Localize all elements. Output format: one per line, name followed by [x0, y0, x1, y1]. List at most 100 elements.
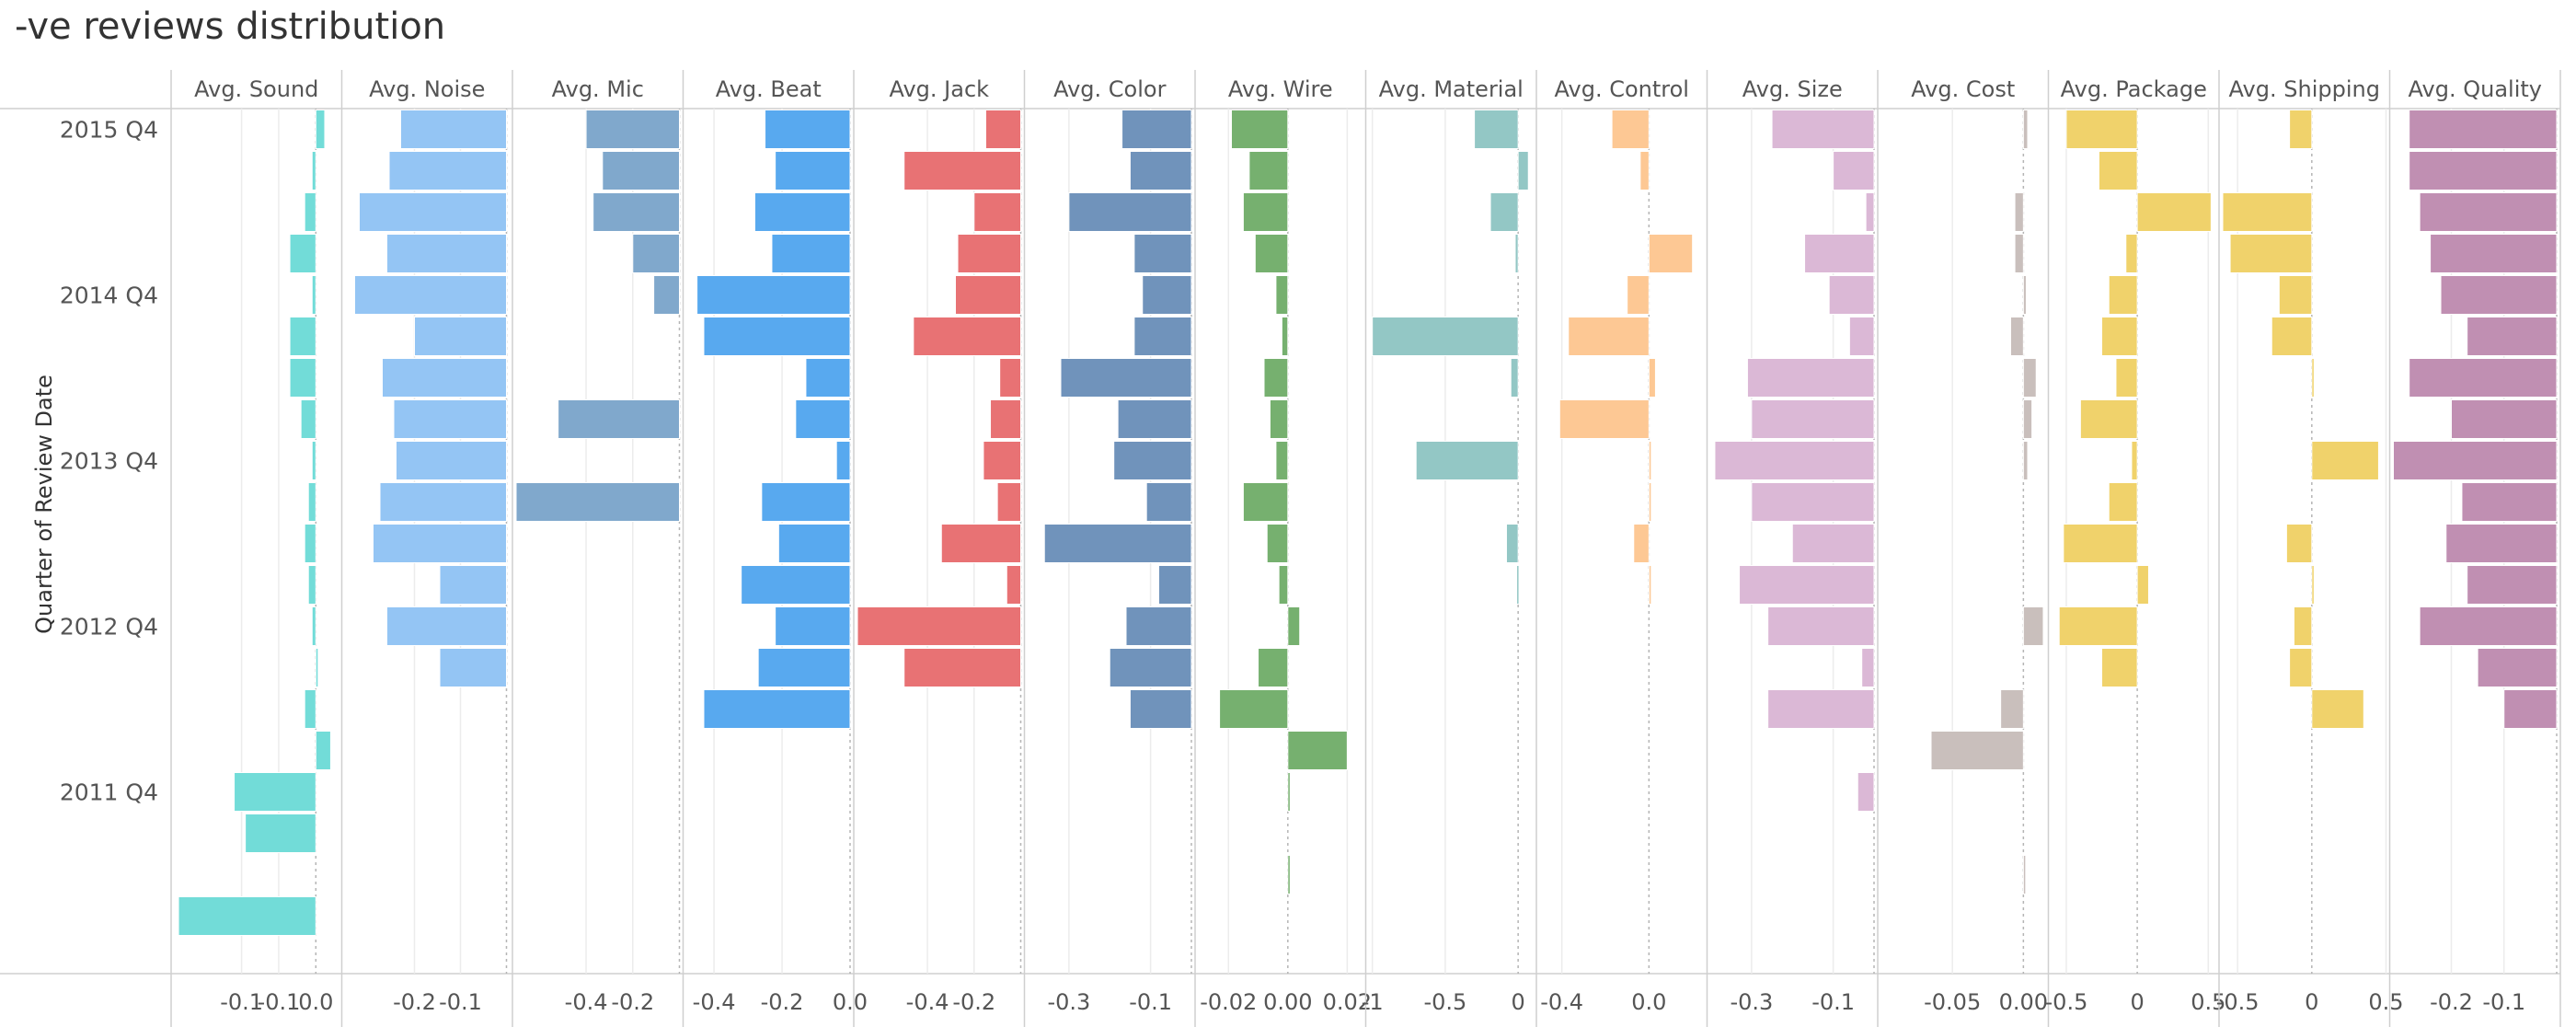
- bar: [973, 192, 1022, 232]
- bar: [1489, 192, 1519, 232]
- bar: [1133, 234, 1192, 273]
- bar: [1129, 151, 1192, 190]
- bar: [1568, 317, 1650, 356]
- bar: [386, 606, 507, 646]
- bar: [2022, 399, 2033, 439]
- bar: [311, 441, 316, 480]
- tick-label: -0.1: [1811, 989, 1855, 1015]
- bar: [2101, 317, 2138, 356]
- tick-label: -0.4: [906, 989, 949, 1015]
- panel-header: Avg. Noise: [369, 76, 485, 102]
- bar: [393, 399, 507, 439]
- bar: [2000, 689, 2024, 729]
- bar: [2131, 441, 2138, 480]
- bar: [396, 441, 507, 480]
- bar: [558, 399, 681, 439]
- bar: [602, 151, 680, 190]
- bar: [2409, 151, 2558, 190]
- panel: Avg. Jack -0.4 -0.2: [853, 70, 1022, 1027]
- bar: [1739, 565, 1875, 605]
- panel-header: Avg. Shipping: [2229, 76, 2380, 102]
- bar: [2311, 689, 2364, 729]
- tick-label: -0.1: [220, 989, 263, 1015]
- bar: [315, 731, 331, 770]
- bar: [1043, 524, 1192, 563]
- tick-label: 0.02: [1323, 989, 1372, 1015]
- bar: [757, 648, 851, 687]
- bar: [2409, 110, 2558, 149]
- bar: [1865, 192, 1875, 232]
- bar: [2022, 606, 2044, 646]
- tick-label: -0.2: [393, 989, 436, 1015]
- bar: [2467, 565, 2558, 605]
- bar: [1254, 234, 1289, 273]
- bar: [1633, 524, 1650, 563]
- bar: [2229, 234, 2313, 273]
- bar: [2022, 110, 2029, 149]
- bar: [2430, 234, 2558, 273]
- panel: Avg. Cost -0.05 0.00: [1877, 70, 2048, 1027]
- bar: [2136, 192, 2212, 232]
- panel: Avg. Sound-0.1-0.10.0: [170, 70, 333, 1027]
- panel: Avg. Package -0.5 0 0.5: [2045, 70, 2225, 1027]
- bar: [2115, 358, 2138, 398]
- bar: [2285, 524, 2313, 563]
- bar: [304, 689, 316, 729]
- bar: [289, 358, 316, 398]
- tick-label: 0.0: [1631, 989, 1666, 1015]
- bar: [1158, 565, 1192, 605]
- tick-label: -0.5: [2216, 989, 2260, 1015]
- panel-header: Avg. Control: [1555, 76, 1689, 102]
- bar: [2101, 648, 2138, 687]
- tick-label: -0.3: [1047, 989, 1090, 1015]
- bar: [2098, 151, 2138, 190]
- bar: [1275, 441, 1289, 480]
- bar: [1767, 606, 1875, 646]
- bar: [1714, 441, 1875, 480]
- bar: [1514, 234, 1519, 273]
- bar: [1281, 317, 1289, 356]
- tick-label: 0.5: [2368, 989, 2403, 1015]
- bar: [795, 399, 851, 439]
- bar: [400, 110, 507, 149]
- tick-label: 0: [1512, 989, 1525, 1015]
- bar: [178, 896, 316, 936]
- bar: [1771, 110, 1875, 149]
- bar: [990, 399, 1022, 439]
- bar: [835, 441, 851, 480]
- bar: [632, 234, 680, 273]
- bar: [984, 110, 1021, 149]
- bar: [2289, 110, 2313, 149]
- bar: [1068, 192, 1192, 232]
- panel-header: Avg. Mic: [552, 76, 644, 102]
- bar: [775, 606, 851, 646]
- tick-label: -0.5: [1423, 989, 1466, 1015]
- bar: [307, 565, 316, 605]
- bar: [2293, 606, 2313, 646]
- panel-header: Avg. Package: [2061, 76, 2207, 102]
- tick-label: -0.1: [439, 989, 482, 1015]
- bar: [1517, 151, 1529, 190]
- bar: [1117, 399, 1192, 439]
- tick-label: 0.0: [298, 989, 333, 1015]
- bar: [777, 524, 851, 563]
- bar: [2278, 275, 2313, 315]
- bar: [592, 192, 681, 232]
- bar: [1648, 565, 1652, 605]
- bar: [311, 606, 316, 646]
- bar: [439, 648, 507, 687]
- bar: [2311, 565, 2315, 605]
- bar: [307, 482, 316, 522]
- bar: [2311, 441, 2379, 480]
- bar: [304, 524, 316, 563]
- bar: [1611, 110, 1650, 149]
- bar: [1006, 565, 1022, 605]
- bar: [311, 151, 316, 190]
- bar: [1767, 689, 1875, 729]
- tick-label: -0.2: [611, 989, 654, 1015]
- bar: [1287, 731, 1348, 770]
- bar: [1133, 317, 1192, 356]
- bar: [1142, 275, 1192, 315]
- bar: [1125, 606, 1192, 646]
